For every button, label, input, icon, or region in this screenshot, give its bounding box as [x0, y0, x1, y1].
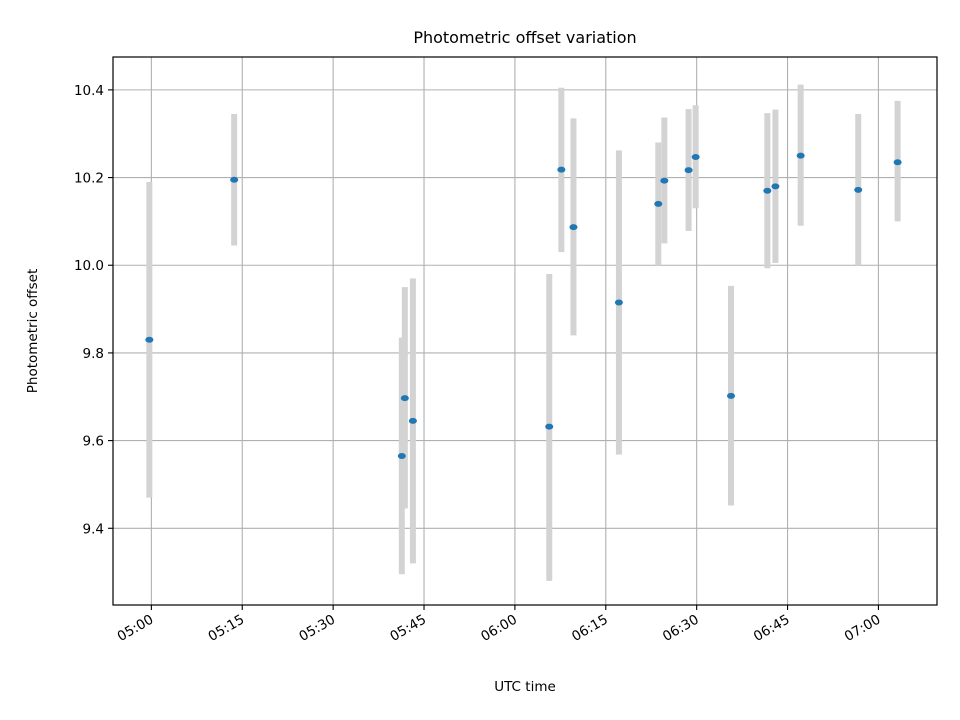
plot-frame	[112, 56, 938, 606]
y-tick-label: 10.0	[74, 258, 104, 274]
data-point	[684, 167, 693, 174]
data-point	[854, 186, 863, 193]
y-axis-ticks: 9.4 9.6 9.8 10.0 10.2 10.4	[74, 83, 113, 537]
y-tick-label: 9.6	[83, 434, 104, 450]
y-axis-label: Photometric offset	[25, 269, 41, 393]
data-point	[727, 392, 735, 399]
data-point	[230, 176, 239, 183]
data-point	[397, 452, 406, 459]
chart-title: Photometric offset variation	[413, 28, 636, 47]
data-point	[691, 153, 700, 160]
data-point	[408, 417, 417, 424]
data-point	[145, 336, 154, 343]
data-point	[771, 183, 780, 190]
y-tick-label: 10.2	[74, 171, 104, 187]
y-tick-label: 10.4	[74, 83, 104, 99]
data-point	[893, 159, 902, 166]
data-point	[796, 152, 805, 159]
data-point	[545, 423, 554, 430]
data-point	[660, 177, 669, 184]
data-point	[654, 200, 663, 207]
y-tick-label: 9.8	[83, 346, 104, 362]
data-point	[614, 299, 623, 306]
x-axis-label: UTC time	[494, 679, 556, 695]
data-point	[569, 224, 578, 231]
data-point	[763, 187, 772, 194]
data-points	[145, 152, 902, 459]
data-point	[557, 166, 566, 173]
y-tick-label: 9.4	[83, 521, 104, 537]
data-point	[400, 395, 409, 402]
